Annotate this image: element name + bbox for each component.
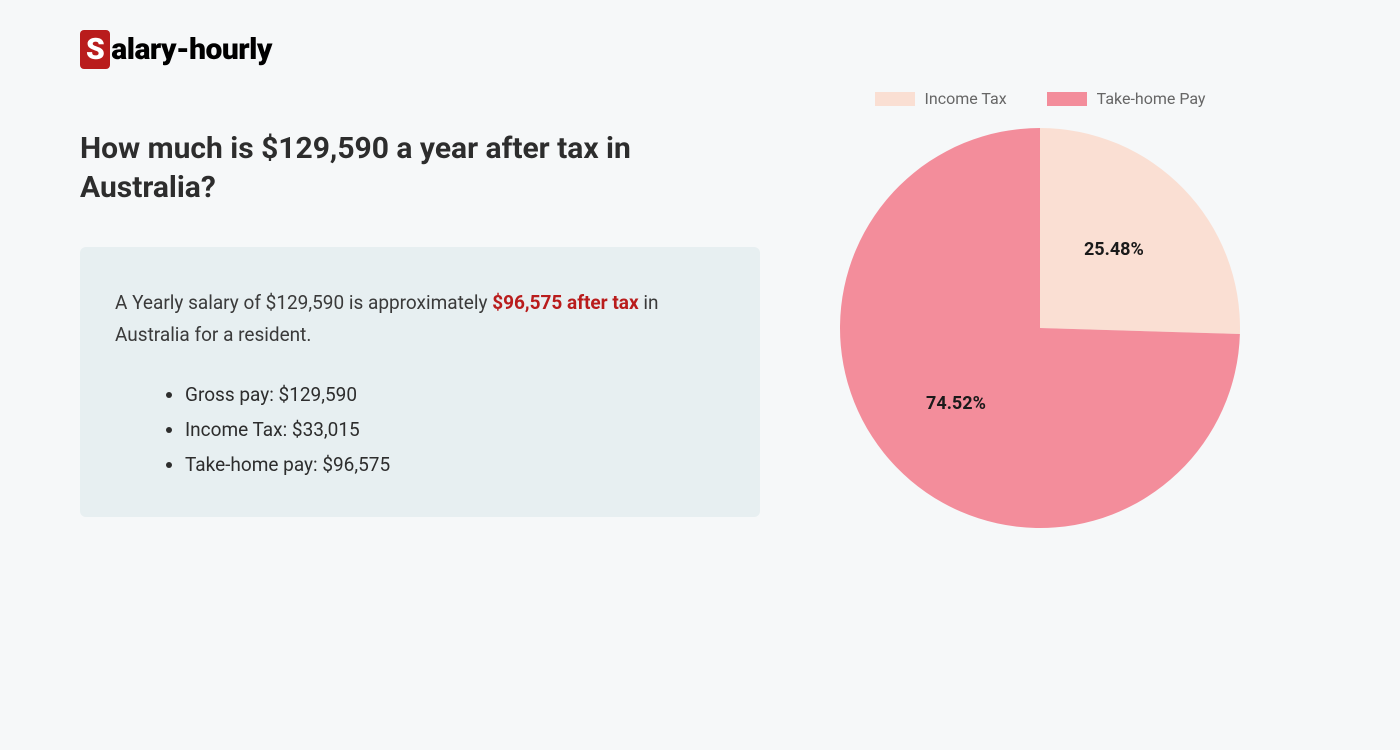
summary-text: A Yearly salary of $129,590 is approxima… — [115, 287, 725, 352]
chart-legend: Income Tax Take-home Pay — [875, 89, 1206, 108]
legend-swatch — [1047, 92, 1087, 106]
legend-label: Take-home Pay — [1097, 89, 1206, 108]
legend-label: Income Tax — [925, 89, 1007, 108]
logo-badge: S — [80, 30, 110, 69]
summary-prefix: A Yearly salary of $129,590 is approxima… — [115, 291, 492, 314]
summary-box: A Yearly salary of $129,590 is approxima… — [80, 247, 760, 517]
page-title: How much is $129,590 a year after tax in… — [80, 129, 760, 207]
site-logo: Salary-hourly — [80, 30, 1320, 69]
pie-chart: 25.48% 74.52% — [840, 128, 1240, 528]
list-item: Take-home pay: $96,575 — [185, 447, 725, 482]
legend-swatch — [875, 92, 915, 106]
right-column: Income Tax Take-home Pay 25.48% 74.52% — [820, 89, 1260, 528]
left-column: How much is $129,590 a year after tax in… — [80, 129, 760, 528]
list-item: Gross pay: $129,590 — [185, 377, 725, 412]
main-container: How much is $129,590 a year after tax in… — [80, 129, 1320, 528]
pie-slice-label: 74.52% — [926, 393, 986, 414]
legend-item-income-tax: Income Tax — [875, 89, 1007, 108]
list-item: Income Tax: $33,015 — [185, 412, 725, 447]
bullet-list: Gross pay: $129,590 Income Tax: $33,015 … — [115, 377, 725, 482]
pie-slice-label: 25.48% — [1084, 239, 1144, 260]
legend-item-take-home: Take-home Pay — [1047, 89, 1206, 108]
logo-text: alary-hourly — [111, 32, 272, 67]
summary-highlight: $96,575 after tax — [492, 291, 638, 314]
pie-svg — [840, 128, 1240, 528]
